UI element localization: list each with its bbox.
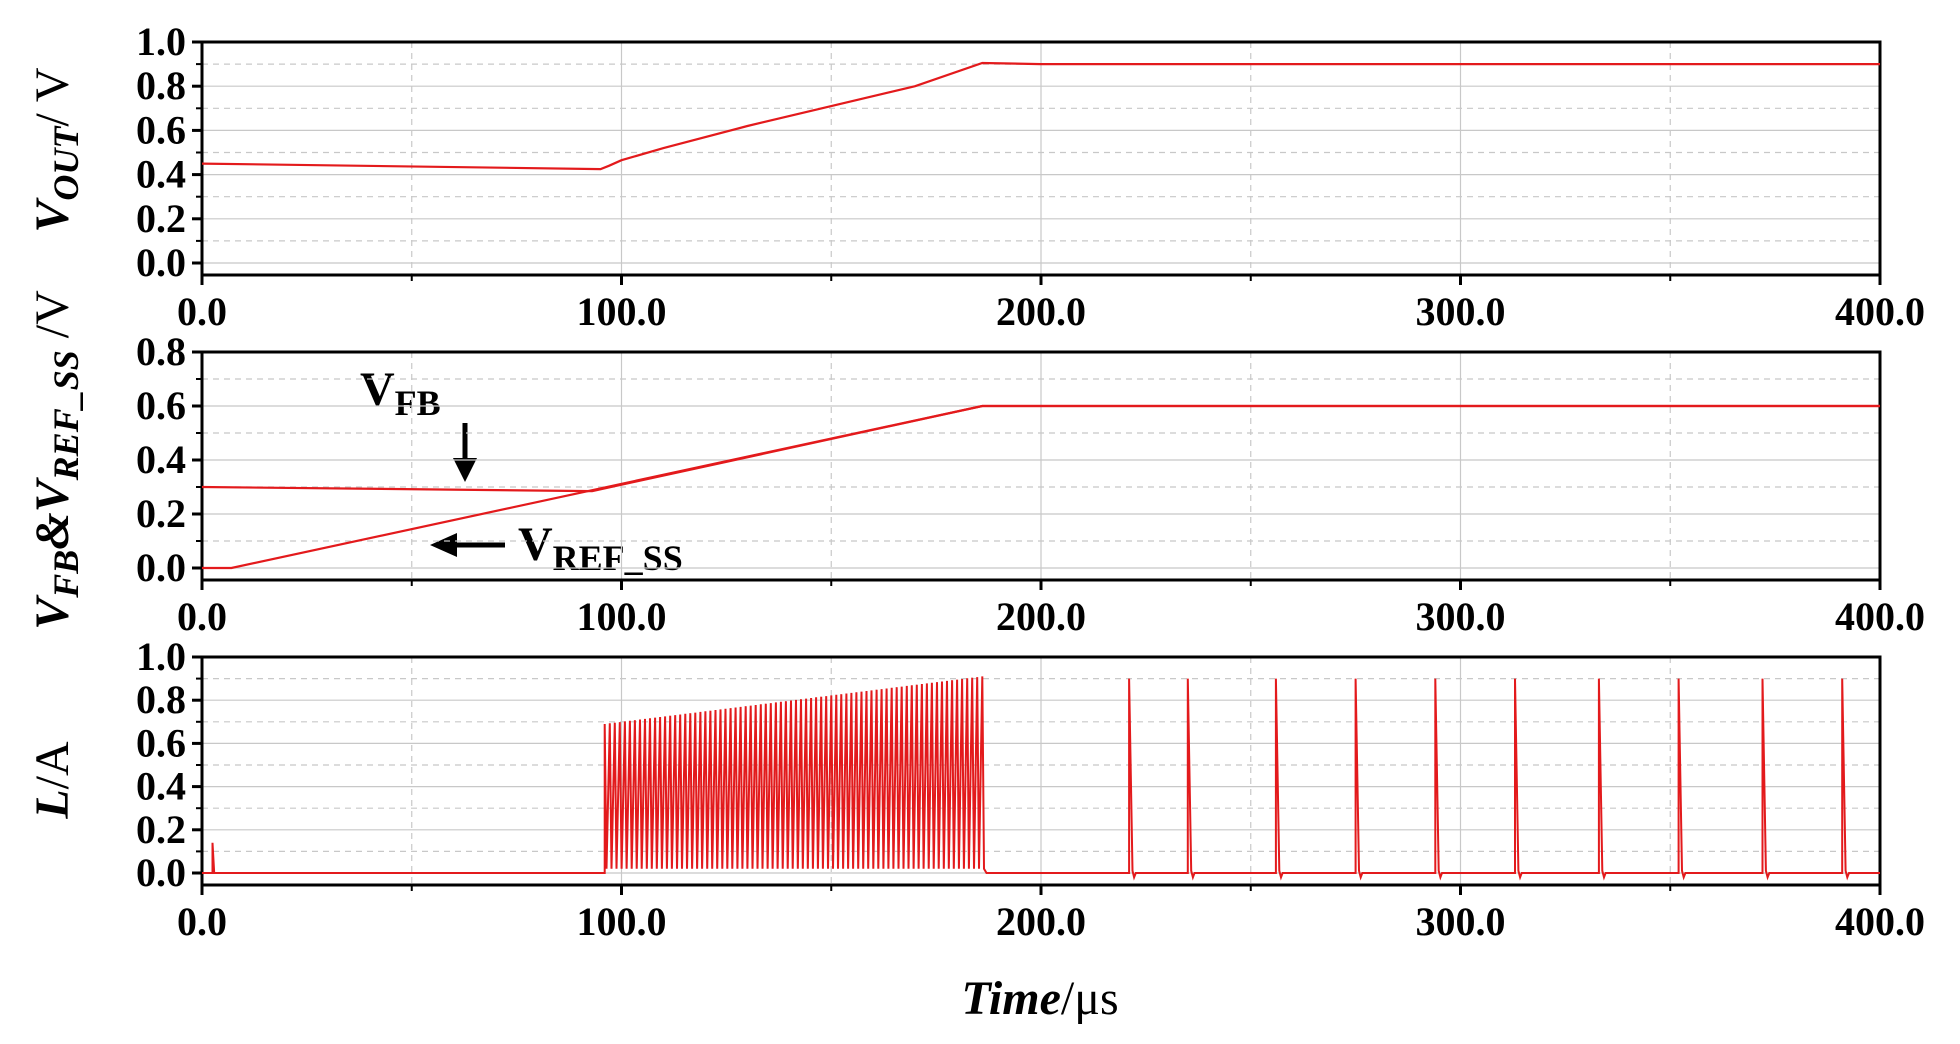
x-tick-label: 400.0	[1835, 289, 1925, 334]
svg-text:VOUT/ V: VOUT/ V	[26, 67, 86, 232]
top-ylabel-unit: / V	[26, 67, 79, 126]
x-tick-label: 100.0	[577, 594, 667, 639]
y-tick-label: 1.0	[136, 19, 186, 64]
mid-ylabel-sub1: FB	[46, 550, 86, 599]
x-tick-label: 300.0	[1416, 594, 1506, 639]
y-tick-label: 0.0	[136, 545, 186, 590]
series-IL	[202, 676, 1880, 881]
series-VOUT	[201, 61, 1880, 171]
panel-top: 0.00.20.40.60.81.00.0 100.0 200.0 300.0 400.…	[136, 19, 1925, 334]
x-tick-label: 100.0	[577, 899, 667, 944]
x-tick-label: 100.0	[577, 289, 667, 334]
y-tick-label: 0.4	[136, 152, 186, 197]
panels: 0.00.20.40.60.81.00.0 100.0 200.0 300.0 400.…	[136, 19, 1925, 944]
annotation-vfb-arrow	[453, 423, 477, 482]
x-axis-title: Time/μs	[961, 972, 1118, 1025]
svg-text:VFB&VREF_SS /V: VFB&VREF_SS /V	[26, 290, 86, 630]
x-tick-label: 300.0	[1416, 899, 1506, 944]
y-tick-label: 0.8	[136, 677, 186, 722]
annotation-vref-main: V	[518, 518, 553, 571]
annotation-vref-sub: REF_SS	[553, 538, 683, 578]
xlabel-main: Time	[961, 972, 1061, 1025]
y-tick-label: 0.2	[136, 807, 186, 852]
xlabel-unit: /μs	[1061, 972, 1119, 1025]
mid-ylabel-amp: &	[26, 512, 79, 549]
x-tick-label: 0.0	[177, 899, 227, 944]
y-tick-label: 0.6	[136, 720, 186, 765]
svg-text:L/A: L/A	[26, 741, 79, 820]
top-ylabel-sub: OUT	[46, 125, 86, 201]
y-tick-label: 0.2	[136, 196, 186, 241]
bot-ylabel: L/A	[26, 741, 79, 820]
mid-ylabel-main1: V	[26, 594, 79, 630]
x-tick-label: 0.0	[177, 289, 227, 334]
annotation-vfb: VFB	[360, 363, 441, 423]
x-tick-label: 200.0	[996, 289, 1086, 334]
mid-ylabel: VFB&VREF_SS /V	[26, 290, 86, 630]
x-tick-label: 300.0	[1416, 289, 1506, 334]
x-tick-label: 400.0	[1835, 899, 1925, 944]
top-ylabel: VOUT/ V	[26, 67, 86, 232]
y-tick-label: 0.4	[136, 437, 186, 482]
y-tick-label: 0.0	[136, 240, 186, 285]
annotation-vref-arrow	[430, 533, 505, 557]
series-VREF_SS	[202, 404, 1880, 570]
y-tick-label: 0.2	[136, 491, 186, 536]
y-tick-label: 1.0	[136, 634, 186, 679]
y-tick-label: 0.8	[136, 63, 186, 108]
panel-bottom: 0.00.20.40.60.81.00.0 100.0 200.0 300.0 400.…	[136, 634, 1925, 944]
mid-ylabel-unit: /V	[26, 290, 79, 350]
mid-ylabel-sub2: REF_SS	[46, 350, 86, 481]
annotation-vfb-main: V	[360, 363, 395, 416]
x-tick-label: 200.0	[996, 899, 1086, 944]
annotation-vref: VREF_SS	[518, 518, 683, 578]
bot-ylabel-main: L	[26, 789, 79, 819]
y-tick-label: 0.8	[136, 329, 186, 374]
x-tick-label: 200.0	[996, 594, 1086, 639]
x-tick-label: 0.0	[177, 594, 227, 639]
top-ylabel-main: V	[26, 197, 79, 233]
bot-ylabel-unit: /A	[26, 741, 79, 789]
y-tick-label: 0.6	[136, 383, 186, 428]
x-tick-label: 400.0	[1835, 594, 1925, 639]
y-tick-label: 0.4	[136, 764, 186, 809]
y-tick-label: 0.0	[136, 850, 186, 895]
y-tick-label: 0.6	[136, 107, 186, 152]
annotation-vfb-sub: FB	[395, 383, 441, 423]
panel-middle: 0.0 0.2 0.4 0.6 0.8 0.0 100.0 200.0 300.0 400.0	[136, 329, 1925, 639]
mid-ylabel-main2: V	[26, 476, 79, 512]
